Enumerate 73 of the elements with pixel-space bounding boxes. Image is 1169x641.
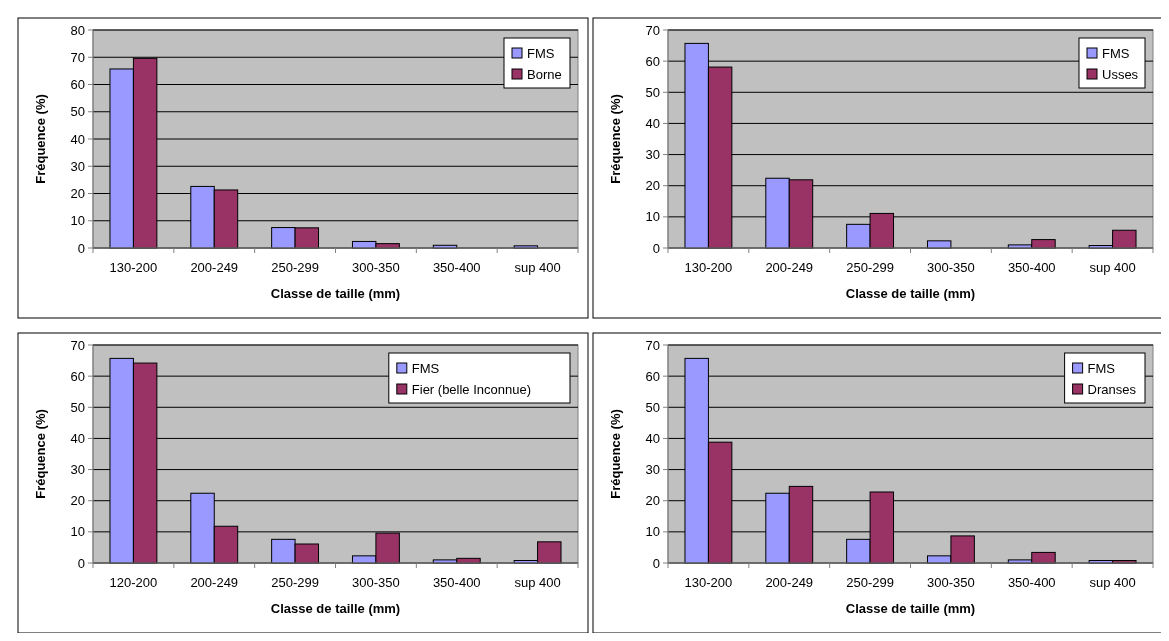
x-tick-label: 350-400 <box>432 260 481 275</box>
y-tick-label: 20 <box>645 493 660 509</box>
y-tick-label: 20 <box>645 178 660 194</box>
x-tick-label: 130-200 <box>109 260 158 275</box>
y-tick-label: 30 <box>645 147 660 163</box>
x-tick-label: 200-249 <box>190 260 239 275</box>
y-tick-label: 50 <box>70 399 85 415</box>
x-tick-label: 250-299 <box>846 575 894 590</box>
y-tick-label: 0 <box>652 240 660 256</box>
x-tick-label: 350-400 <box>1007 260 1056 275</box>
legend-label: Borne <box>527 67 562 82</box>
legend-label: Fier (belle Inconnue) <box>411 382 532 397</box>
x-tick-label: 350-400 <box>1007 575 1056 590</box>
x-tick-label: sup 400 <box>514 575 561 590</box>
x-tick-label: 300-350 <box>927 260 975 275</box>
x-tick-label: 300-350 <box>352 575 400 590</box>
y-axis-title: Fréquence (%) <box>608 409 623 499</box>
y-tick-label: 50 <box>70 104 85 120</box>
y-tick-label: 80 <box>70 22 85 38</box>
x-tick-label: 250-299 <box>271 260 319 275</box>
legend-label: FMS <box>527 46 555 61</box>
legend-label: Usses <box>1102 67 1139 82</box>
y-axis-title: Fréquence (%) <box>33 94 48 184</box>
x-tick-label: sup 400 <box>1089 260 1136 275</box>
y-tick-label: 40 <box>70 430 85 446</box>
legend-label: FMS <box>1102 46 1130 61</box>
y-axis-title: Fréquence (%) <box>608 94 623 184</box>
x-tick-label: 350-400 <box>432 575 481 590</box>
y-tick-label: 10 <box>645 524 660 540</box>
y-tick-label: 50 <box>645 399 660 415</box>
y-tick-label: 10 <box>70 213 85 229</box>
y-tick-label: 50 <box>645 84 660 100</box>
x-tick-label: 250-299 <box>846 260 894 275</box>
y-tick-label: 60 <box>70 368 85 384</box>
y-tick-label: 0 <box>77 555 85 571</box>
x-tick-label: sup 400 <box>1089 575 1136 590</box>
y-tick-label: 10 <box>645 209 660 225</box>
y-tick-label: 10 <box>70 524 85 540</box>
y-tick-label: 40 <box>645 115 660 131</box>
legend-label: FMS <box>411 361 440 376</box>
legend-label: Dranses <box>1087 382 1137 397</box>
y-tick-label: 70 <box>70 337 85 353</box>
y-tick-label: 30 <box>70 158 85 174</box>
x-tick-label: 300-350 <box>927 575 975 590</box>
x-tick-label: 200-249 <box>765 575 814 590</box>
y-tick-label: 0 <box>77 240 85 256</box>
x-tick-label: 120-200 <box>109 575 158 590</box>
x-axis-title: Classe de taille (mm) <box>845 286 976 301</box>
x-tick-label: 250-299 <box>271 575 319 590</box>
x-tick-label: sup 400 <box>514 260 561 275</box>
x-tick-label: 300-350 <box>352 260 400 275</box>
x-tick-label: 130-200 <box>684 260 733 275</box>
y-tick-label: 60 <box>645 53 660 69</box>
legend-label: FMS <box>1087 361 1116 376</box>
y-tick-label: 60 <box>70 77 85 93</box>
y-tick-label: 70 <box>70 49 85 65</box>
y-tick-label: 40 <box>645 430 660 446</box>
y-tick-label: 20 <box>70 493 85 509</box>
x-tick-label: 200-249 <box>190 575 239 590</box>
y-tick-label: 70 <box>645 337 660 353</box>
y-tick-label: 60 <box>645 368 660 384</box>
x-tick-label: 200-249 <box>765 260 814 275</box>
y-tick-label: 0 <box>652 555 660 571</box>
x-tick-label: 130-200 <box>684 575 733 590</box>
y-axis-title: Fréquence (%) <box>33 409 48 499</box>
x-axis-title: Classe de taille (mm) <box>845 601 976 616</box>
x-axis-title: Classe de taille (mm) <box>270 601 401 616</box>
y-tick-label: 30 <box>645 462 660 478</box>
y-tick-label: 30 <box>70 462 85 478</box>
y-tick-label: 70 <box>645 22 660 38</box>
y-tick-label: 40 <box>70 131 85 147</box>
y-tick-label: 20 <box>70 186 85 202</box>
x-axis-title: Classe de taille (mm) <box>270 286 401 301</box>
